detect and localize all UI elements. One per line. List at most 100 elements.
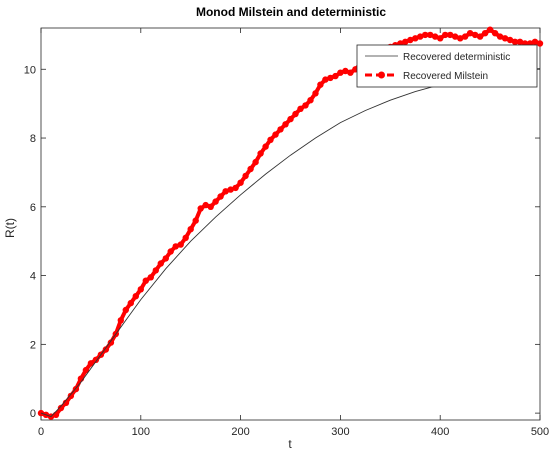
data-point-recovered-milstein <box>207 203 214 210</box>
data-point-recovered-milstein <box>137 286 144 293</box>
data-point-recovered-milstein <box>232 184 239 192</box>
data-point-recovered-milstein <box>82 366 90 374</box>
y-tick-label: 8 <box>30 133 36 145</box>
x-tick-label: 100 <box>132 426 150 438</box>
data-point-recovered-milstein <box>127 299 134 307</box>
data-point-recovered-milstein <box>192 217 199 224</box>
data-point-recovered-milstein <box>307 97 314 104</box>
data-point-recovered-milstein <box>511 38 519 45</box>
data-point-recovered-milstein <box>437 35 444 42</box>
data-point-recovered-milstein <box>122 306 129 314</box>
x-tick-label: 400 <box>431 426 449 438</box>
y-axis-label: R(t) <box>3 218 17 238</box>
data-point-recovered-milstein <box>142 277 149 284</box>
data-point-recovered-milstein <box>491 30 499 37</box>
data-point-recovered-milstein <box>312 90 319 97</box>
data-point-recovered-milstein <box>257 150 264 157</box>
data-point-recovered-milstein <box>57 404 65 412</box>
data-point-recovered-milstein <box>417 33 424 40</box>
legend-box <box>356 44 538 88</box>
data-point-recovered-milstein <box>242 172 249 180</box>
data-point-recovered-milstein <box>252 158 259 166</box>
data-point-recovered-milstein <box>182 234 189 241</box>
data-point-recovered-milstein <box>422 31 429 39</box>
x-axis: 0 100 200 300 400 500 <box>38 28 549 438</box>
data-point-recovered-milstein <box>407 36 414 44</box>
data-point-recovered-milstein <box>282 121 289 128</box>
data-point-recovered-milstein <box>92 356 100 363</box>
data-point-recovered-milstein <box>481 30 489 37</box>
legend-label-milstein: Recovered Milstein <box>403 71 488 82</box>
y-tick-label: 4 <box>30 271 36 283</box>
data-point-recovered-milstein <box>342 67 349 75</box>
data-point-recovered-milstein <box>197 205 204 212</box>
data-point-recovered-milstein <box>117 317 125 324</box>
data-point-recovered-milstein <box>516 38 524 45</box>
data-point-recovered-milstein <box>471 31 479 39</box>
data-point-recovered-milstein <box>452 33 459 40</box>
data-point-recovered-milstein <box>262 143 269 150</box>
data-point-recovered-milstein <box>152 267 159 274</box>
data-point-recovered-milstein <box>67 392 75 400</box>
data-point-recovered-milstein <box>536 40 544 47</box>
data-point-recovered-milstein <box>287 115 294 123</box>
chart-title: Monod Milstein and deterministic <box>196 5 386 19</box>
data-point-recovered-milstein <box>37 409 45 417</box>
data-point-recovered-milstein <box>102 346 110 353</box>
data-point-recovered-milstein <box>506 36 514 44</box>
x-axis-label: t <box>288 437 292 451</box>
data-point-recovered-milstein <box>177 241 184 248</box>
data-point-recovered-milstein <box>132 293 139 300</box>
data-point-recovered-milstein <box>237 179 244 186</box>
data-point-recovered-milstein <box>107 339 115 346</box>
data-point-recovered-milstein <box>247 165 254 173</box>
data-point-recovered-milstein <box>297 105 304 113</box>
data-point-recovered-milstein <box>162 255 169 262</box>
data-point-recovered-milstein <box>432 33 439 40</box>
data-point-recovered-milstein <box>322 76 329 83</box>
y-tick-label: 2 <box>30 339 36 351</box>
data-point-recovered-milstein <box>412 35 419 42</box>
legend-label-deterministic: Recovered deterministic <box>403 52 510 63</box>
data-point-recovered-milstein <box>187 226 194 233</box>
data-point-recovered-milstein <box>212 198 219 205</box>
x-tick-label: 0 <box>38 426 44 438</box>
data-point-recovered-milstein <box>402 38 409 45</box>
data-point-recovered-milstein <box>217 193 224 200</box>
data-point-recovered-milstein <box>62 399 70 406</box>
legend-marker-milstein <box>378 71 385 79</box>
data-point-recovered-milstein <box>202 201 209 209</box>
data-point-recovered-milstein <box>277 126 284 133</box>
data-point-recovered-milstein <box>172 243 179 250</box>
data-point-recovered-milstein <box>427 31 434 39</box>
data-point-recovered-milstein <box>466 30 474 37</box>
y-axis: 0 2 4 6 8 10 <box>24 64 540 420</box>
legend: Recovered deterministic Recovered Milste… <box>356 44 538 88</box>
x-tick-label: 500 <box>531 426 549 438</box>
y-tick-label: 6 <box>30 202 36 214</box>
data-point-recovered-milstein <box>496 33 504 40</box>
data-point-recovered-milstein <box>531 38 539 45</box>
data-point-recovered-milstein <box>327 74 334 82</box>
data-point-recovered-milstein <box>332 72 339 80</box>
data-point-recovered-milstein <box>347 69 354 76</box>
data-point-recovered-milstein <box>461 33 469 40</box>
plot-area: 0 100 200 300 400 500 0 2 4 6 8 10 <box>24 26 549 438</box>
data-point-recovered-milstein <box>486 26 494 33</box>
data-point-recovered-milstein <box>447 31 454 39</box>
data-point-recovered-milstein <box>337 69 344 76</box>
data-point-recovered-milstein <box>87 360 95 367</box>
x-tick-label: 200 <box>231 426 249 438</box>
x-tick-label: 300 <box>331 426 349 438</box>
y-tick-label: 10 <box>24 64 36 76</box>
data-point-recovered-milstein <box>501 35 509 42</box>
data-point-recovered-milstein <box>222 188 229 195</box>
data-point-recovered-milstein <box>302 102 309 109</box>
data-point-recovered-milstein <box>167 248 174 255</box>
data-point-recovered-milstein <box>52 411 60 418</box>
data-point-recovered-milstein <box>272 131 279 138</box>
data-point-recovered-milstein <box>442 31 449 39</box>
data-point-recovered-milstein <box>476 33 484 40</box>
data-point-recovered-milstein <box>227 186 234 193</box>
